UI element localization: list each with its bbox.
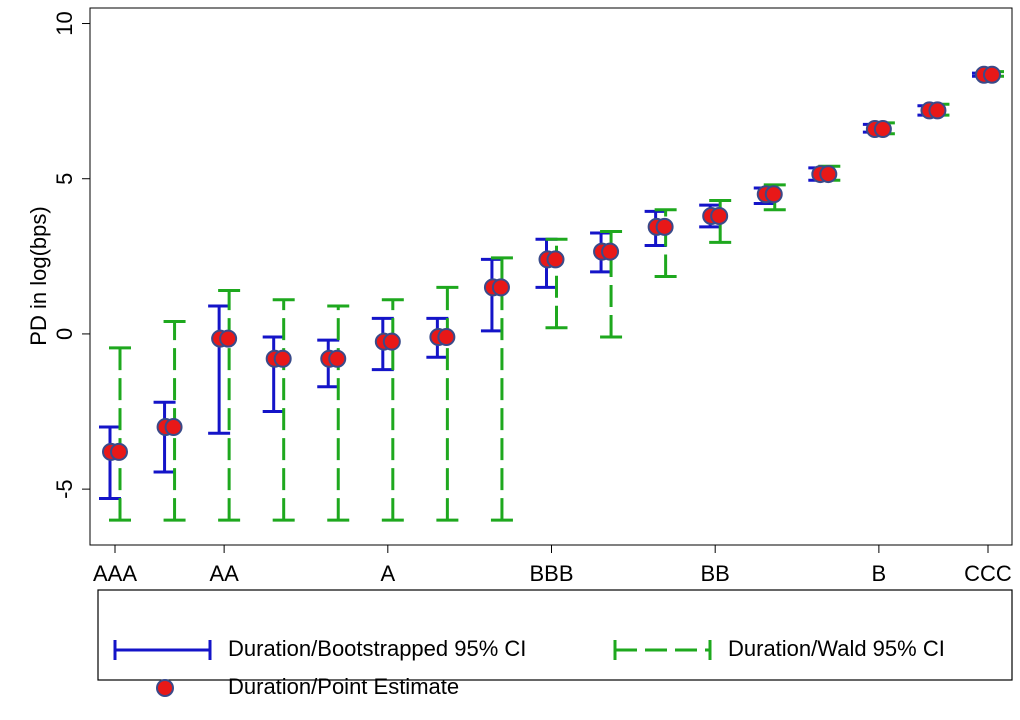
point — [873, 120, 892, 139]
y-tick-label: 5 — [52, 173, 77, 185]
point — [655, 217, 674, 236]
point — [764, 185, 783, 204]
error-bar — [327, 304, 350, 522]
x-tick-label: CCC — [964, 561, 1012, 586]
point — [328, 349, 347, 368]
error-bar — [490, 256, 513, 522]
legend-label: Duration/Bootstrapped 95% CI — [228, 636, 526, 661]
error-bar — [654, 208, 677, 278]
x-tick-label: BB — [701, 561, 730, 586]
point — [437, 328, 456, 347]
error-bar — [153, 400, 176, 474]
error-bar — [272, 298, 295, 522]
error-bar — [600, 229, 623, 339]
point — [601, 242, 620, 261]
point — [219, 329, 238, 348]
x-tick-label: AAA — [93, 561, 137, 586]
error-bar — [99, 425, 121, 500]
point — [491, 278, 510, 297]
point — [273, 349, 292, 368]
point — [164, 418, 183, 437]
legend-label: Duration/Point Estimate — [228, 674, 459, 699]
point — [710, 206, 729, 225]
error-bar — [436, 285, 459, 522]
legend-label: Duration/Wald 95% CI — [728, 636, 945, 661]
error-bar — [262, 335, 285, 414]
point — [983, 65, 1001, 84]
error-bar — [208, 304, 231, 435]
legend-box — [97, 589, 1013, 681]
x-tick-label: AA — [209, 561, 239, 586]
point — [928, 101, 947, 120]
y-tick-label: -5 — [52, 479, 77, 499]
x-tick-label: BBB — [529, 561, 573, 586]
x-tick-label: A — [380, 561, 395, 586]
error-bar — [218, 288, 241, 522]
error-bar — [109, 346, 131, 522]
y-tick-label: 0 — [52, 328, 77, 340]
y-tick-label: 10 — [52, 11, 77, 35]
x-tick-label: B — [872, 561, 887, 586]
point — [110, 442, 128, 461]
legend-swatch — [156, 679, 174, 697]
point — [382, 332, 401, 351]
point — [819, 165, 838, 184]
y-axis-label: PD in log(bps) — [26, 206, 51, 345]
point — [546, 250, 565, 269]
